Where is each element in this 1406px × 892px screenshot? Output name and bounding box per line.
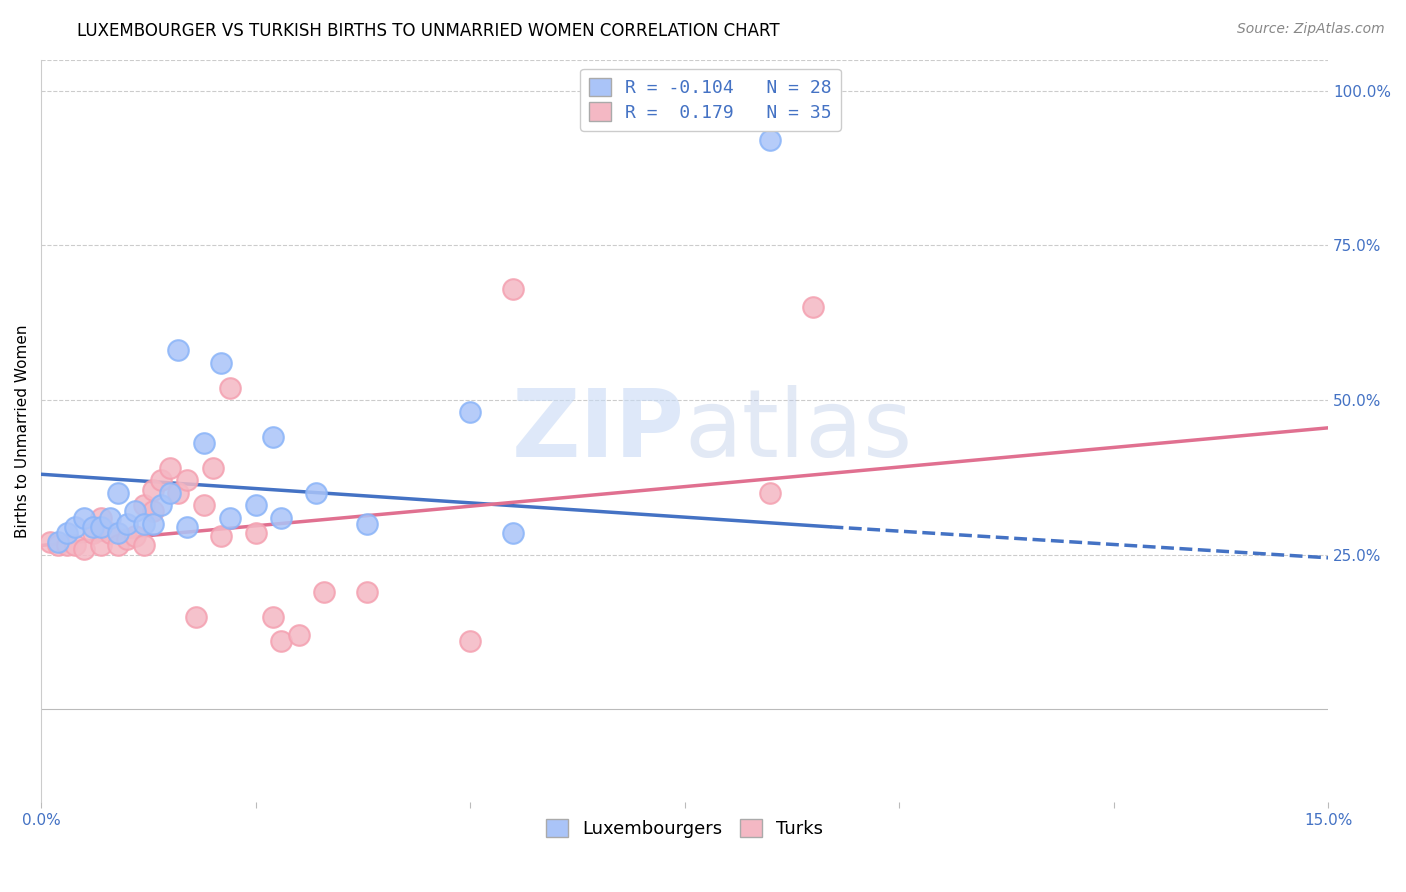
Point [98, 526, 121, 541]
Point [759, 133, 782, 147]
Point [218, 510, 240, 524]
Text: Source: ZipAtlas.com: Source: ZipAtlas.com [1237, 22, 1385, 37]
Text: atlas: atlas [685, 385, 912, 477]
Point [90, 510, 112, 524]
Point [90, 538, 112, 552]
Point [73, 541, 96, 556]
Point [142, 483, 165, 497]
Point [502, 282, 524, 296]
Point [759, 485, 782, 500]
Point [124, 529, 146, 543]
Point [209, 529, 232, 543]
Point [46, 538, 69, 552]
Point [115, 516, 138, 531]
Point [193, 498, 215, 512]
Point [90, 520, 112, 534]
Point [56, 538, 79, 552]
Legend: Luxembourgers, Turks: Luxembourgers, Turks [538, 812, 831, 846]
Point [38, 535, 60, 549]
Point [270, 634, 292, 648]
Y-axis label: Births to Unmarried Women: Births to Unmarried Women [15, 324, 30, 538]
Point [98, 510, 121, 524]
Point [56, 526, 79, 541]
Text: LUXEMBOURGER VS TURKISH BIRTHS TO UNMARRIED WOMEN CORRELATION CHART: LUXEMBOURGER VS TURKISH BIRTHS TO UNMARR… [77, 22, 780, 40]
Point [245, 498, 267, 512]
Point [314, 585, 336, 599]
Point [124, 504, 146, 518]
Point [142, 516, 165, 531]
Point [801, 300, 824, 314]
Point [73, 510, 96, 524]
Point [193, 436, 215, 450]
Point [201, 461, 224, 475]
Point [132, 516, 155, 531]
Point [65, 538, 87, 552]
Point [82, 526, 104, 541]
Point [159, 485, 181, 500]
Point [502, 526, 524, 541]
Point [458, 634, 481, 648]
Point [356, 516, 378, 531]
Point [167, 485, 190, 500]
Point [107, 526, 129, 541]
Point [218, 381, 240, 395]
Point [184, 609, 207, 624]
Point [65, 520, 87, 534]
Point [209, 356, 232, 370]
Point [176, 474, 198, 488]
Point [270, 510, 292, 524]
Point [115, 533, 138, 547]
Point [46, 535, 69, 549]
Point [167, 343, 190, 358]
Point [176, 520, 198, 534]
Point [132, 498, 155, 512]
Text: ZIP: ZIP [512, 385, 685, 477]
Point [142, 504, 165, 518]
Point [262, 609, 284, 624]
Point [107, 538, 129, 552]
Point [150, 474, 173, 488]
Point [159, 461, 181, 475]
Point [356, 585, 378, 599]
Point [82, 520, 104, 534]
Point [132, 538, 155, 552]
Point [107, 485, 129, 500]
Point [150, 498, 173, 512]
Point [245, 526, 267, 541]
Point [305, 485, 328, 500]
Point [458, 405, 481, 419]
Point [262, 430, 284, 444]
Point [287, 628, 309, 642]
